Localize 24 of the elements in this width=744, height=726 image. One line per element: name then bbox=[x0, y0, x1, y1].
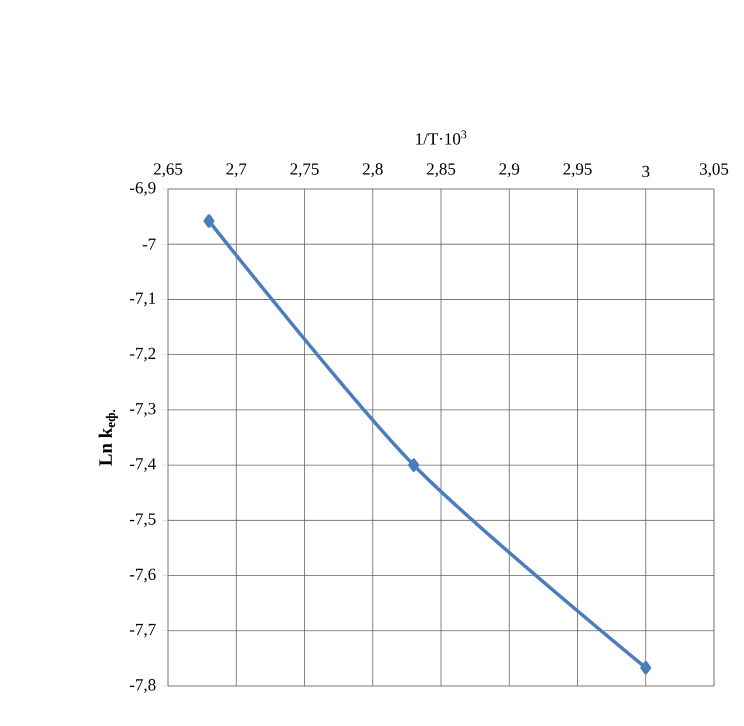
y-tick-label: -7,1 bbox=[130, 292, 156, 306]
x-tick-label: 3,05 bbox=[700, 163, 728, 178]
y-tick-label: -7,4 bbox=[130, 458, 156, 472]
y-tick-label: -7,3 bbox=[130, 402, 156, 417]
y-tick-label: -7,7 bbox=[130, 624, 156, 638]
point bbox=[408, 458, 420, 472]
y-tick-label: -7 bbox=[142, 238, 156, 250]
x-tick-label: 3 bbox=[642, 166, 650, 178]
x-tick-label: 2,7 bbox=[226, 163, 246, 178]
x-tick-label: 2,95 bbox=[563, 163, 592, 178]
x-tick-label: 2,85 bbox=[426, 163, 456, 178]
point bbox=[203, 214, 214, 228]
x-tick-label: 2,8 bbox=[362, 163, 383, 178]
y-tick-label: -6,9 bbox=[130, 182, 156, 196]
y-tick-label: -7,2 bbox=[130, 348, 156, 362]
x-axis-title: 1/T·10$^{3}$ bbox=[416, 130, 466, 145]
y-tick-label: -7,8 bbox=[130, 679, 156, 693]
point bbox=[640, 661, 652, 675]
y-tick-label: -7,6 bbox=[130, 568, 156, 582]
x-tick-label: 2,65 bbox=[154, 163, 182, 178]
x-tick-label: 2,9 bbox=[499, 163, 520, 178]
x-tick-label: 2,75 bbox=[290, 163, 319, 178]
y-tick-label: -7,5 bbox=[130, 513, 156, 528]
y-axis-title: Ln k$_{еф.}$ bbox=[98, 410, 118, 466]
